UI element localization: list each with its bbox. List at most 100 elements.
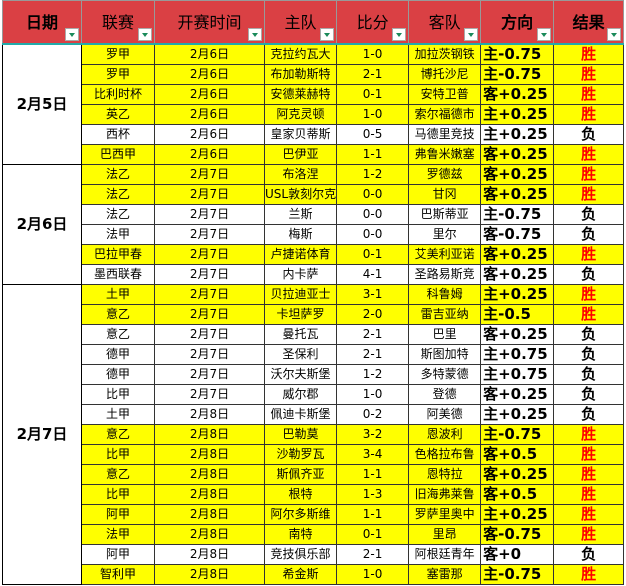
table-row: 意乙 2月8日 巴勒莫 3-2 恩波利 主-0.75 胜 [3, 424, 625, 445]
league-cell: 法乙 [81, 204, 155, 225]
table-row: 土甲 2月8日 佩迪卡斯堡 0-2 阿美德 主+0.25 负 [3, 404, 625, 425]
league-cell: 比利时杯 [81, 84, 155, 105]
home-cell: 斯佩齐亚 [263, 464, 338, 485]
league-cell: 比甲 [81, 444, 155, 465]
direction-cell: 主+0.25 [480, 504, 555, 525]
league-cell: 法乙 [81, 184, 155, 205]
direction-cell: 主-0.75 [480, 43, 555, 65]
result-cell: 胜 [553, 424, 625, 445]
direction-cell: 主+0.25 [480, 404, 555, 425]
filter-dropdown-icon[interactable] [392, 28, 407, 41]
home-cell: 威尔郡 [263, 384, 338, 405]
direction-cell: 客+0.25 [480, 144, 555, 165]
league-cell: 意乙 [81, 324, 155, 345]
table-row: 比利时杯 2月6日 安德莱赫特 0-1 安特卫普 客+0.25 胜 [3, 84, 625, 105]
result-cell: 胜 [553, 304, 625, 325]
score-cell: 0-0 [336, 204, 410, 225]
result-cell: 胜 [553, 444, 625, 465]
kickoff-cell: 2月6日 [154, 43, 265, 65]
home-cell: 阿克灵顿 [263, 104, 338, 125]
result-cell: 胜 [553, 464, 625, 485]
kickoff-cell: 2月7日 [154, 264, 265, 285]
result-cell: 胜 [553, 244, 625, 265]
result-cell: 胜 [553, 164, 625, 185]
header-league: 联赛 [81, 0, 155, 45]
kickoff-cell: 2月6日 [154, 124, 265, 145]
direction-cell: 客-0.75 [480, 524, 555, 545]
filter-dropdown-icon[interactable] [464, 28, 479, 41]
kickoff-cell: 2月8日 [154, 544, 265, 565]
league-cell: 意乙 [81, 464, 155, 485]
header-label: 比分 [356, 12, 389, 32]
home-cell: USL敦刻尔克 [263, 184, 338, 205]
kickoff-cell: 2月6日 [154, 144, 265, 165]
table-row: 阿甲 2月8日 阿尔多斯维 1-1 罗萨里奥中 主+0.25 胜 [3, 504, 625, 525]
league-cell: 比甲 [81, 484, 155, 505]
result-cell: 胜 [553, 64, 625, 85]
kickoff-cell: 2月7日 [154, 384, 265, 405]
away-cell: 恩波利 [408, 424, 482, 445]
score-cell: 1-0 [336, 104, 410, 125]
score-cell: 1-1 [336, 504, 410, 525]
filter-dropdown-icon[interactable] [65, 28, 79, 41]
table-row: 墨西联春 2月7日 内卡萨 4-1 圣路易斯竞 客+0.25 负 [3, 264, 625, 285]
home-cell: 南特 [263, 524, 338, 545]
table-row: 德甲 2月7日 圣保利 2-1 斯图加特 主+0.75 负 [3, 344, 625, 365]
result-cell: 负 [553, 404, 625, 425]
home-cell: 皇家贝蒂斯 [263, 124, 338, 145]
kickoff-cell: 2月8日 [154, 404, 265, 425]
direction-cell: 客+0.25 [480, 244, 555, 265]
away-cell: 博托沙尼 [408, 64, 482, 85]
filter-dropdown-icon[interactable] [138, 28, 152, 41]
kickoff-cell: 2月7日 [154, 164, 265, 185]
kickoff-cell: 2月7日 [154, 344, 265, 365]
table-row: 比甲 2月8日 根特 1-3 旧海弗莱鲁 客+0.5 胜 [3, 484, 625, 505]
away-cell: 旧海弗莱鲁 [408, 484, 482, 505]
away-cell: 塞雷那 [408, 564, 482, 585]
kickoff-cell: 2月7日 [154, 184, 265, 205]
league-cell: 阿甲 [81, 504, 155, 525]
table-row: 阿甲 2月8日 竞技俱乐部 2-1 阿根廷青年 客+0 负 [3, 544, 625, 565]
table-row: 法甲 2月7日 梅斯 0-0 里尔 客-0.75 负 [3, 224, 625, 245]
filter-dropdown-icon[interactable] [248, 28, 262, 41]
score-cell: 1-2 [336, 164, 410, 185]
home-cell: 贝拉迪亚士 [263, 284, 338, 305]
filter-dropdown-icon[interactable] [320, 28, 335, 41]
header-label: 结果 [572, 12, 605, 32]
home-cell: 卢捷诺体育 [263, 244, 338, 265]
away-cell: 加拉茨钢铁 [408, 43, 482, 65]
filter-dropdown-icon[interactable] [607, 28, 622, 41]
filter-dropdown-icon[interactable] [537, 28, 552, 41]
table-row: 意乙 2月8日 斯佩齐亚 1-1 恩特拉 客+0.25 胜 [3, 464, 625, 485]
score-cell: 0-1 [336, 84, 410, 105]
direction-cell: 主+0.25 [480, 284, 555, 305]
table-row: 西杯 2月6日 皇家贝蒂斯 0-5 马德里竞技 主+0.25 负 [3, 124, 625, 145]
result-cell: 胜 [553, 104, 625, 125]
home-cell: 希金斯 [263, 564, 338, 585]
header-label: 主队 [284, 12, 317, 32]
direction-cell: 客+0.25 [480, 384, 555, 405]
home-cell: 曼托瓦 [263, 324, 338, 345]
direction-cell: 客+0.5 [480, 484, 555, 505]
header-score: 比分 [336, 0, 410, 45]
home-cell: 佩迪卡斯堡 [263, 404, 338, 425]
home-cell: 阿尔多斯维 [263, 504, 338, 525]
header-away: 客队 [408, 0, 482, 45]
result-cell: 胜 [553, 484, 625, 505]
header-label: 方向 [501, 12, 534, 32]
league-cell: 墨西联春 [81, 264, 155, 285]
kickoff-cell: 2月8日 [154, 504, 265, 525]
league-cell: 法乙 [81, 164, 155, 185]
kickoff-cell: 2月8日 [154, 464, 265, 485]
result-cell: 胜 [553, 184, 625, 205]
away-cell: 艾美利亚诺 [408, 244, 482, 265]
kickoff-cell: 2月7日 [154, 204, 265, 225]
table-row: 智利甲 2月8日 希金斯 1-0 塞雷那 主-0.75 胜 [3, 564, 625, 585]
direction-cell: 主-0.75 [480, 564, 555, 585]
league-cell: 巴西甲 [81, 144, 155, 165]
home-cell: 安德莱赫特 [263, 84, 338, 105]
away-cell: 索尔福德市 [408, 104, 482, 125]
kickoff-cell: 2月6日 [154, 104, 265, 125]
date-cell: 2月5日 [2, 43, 82, 165]
result-cell: 胜 [553, 564, 625, 585]
